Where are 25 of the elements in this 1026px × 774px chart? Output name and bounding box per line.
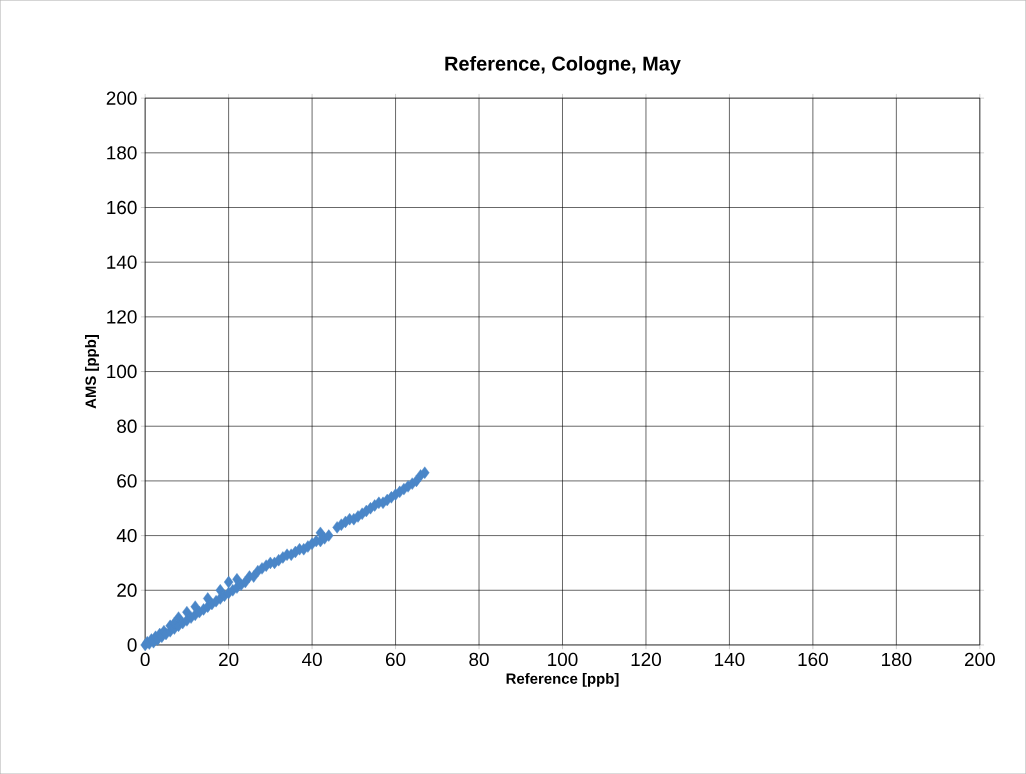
x-tick-label: 60 — [385, 652, 406, 667]
y-tick-label: 100 — [107, 364, 137, 379]
x-tick-label: 180 — [882, 652, 912, 667]
x-tick-label: 140 — [715, 652, 745, 667]
y-tick-label: 160 — [107, 200, 137, 215]
y-tick-label: 120 — [107, 310, 137, 324]
x-tick-label: 160 — [798, 652, 828, 667]
y-tick-label: 140 — [107, 255, 137, 269]
y-tick-label: 180 — [107, 146, 137, 160]
y-tick-label: 40 — [116, 528, 137, 543]
y-tick-label: 0 — [127, 638, 137, 652]
x-tick-label: 20 — [219, 652, 239, 667]
x-axis-title: Reference [ppb] — [506, 672, 619, 687]
x-tick-label: 100 — [548, 652, 578, 667]
x-tick-label: 80 — [469, 652, 489, 667]
y-tick-label: 200 — [106, 91, 137, 105]
x-tick-label: 40 — [302, 652, 322, 667]
y-tick-label: 20 — [117, 583, 137, 597]
x-tick-label: 0 — [140, 652, 150, 667]
x-tick-label: 120 — [631, 652, 661, 667]
x-tick-label: 200 — [964, 652, 995, 667]
y-tick-label: 60 — [117, 474, 137, 488]
y-tick-label: 80 — [117, 419, 137, 433]
y-axis-title: AMS [ppb] — [85, 335, 99, 409]
chart-title: Reference, Cologne, May — [445, 56, 681, 75]
